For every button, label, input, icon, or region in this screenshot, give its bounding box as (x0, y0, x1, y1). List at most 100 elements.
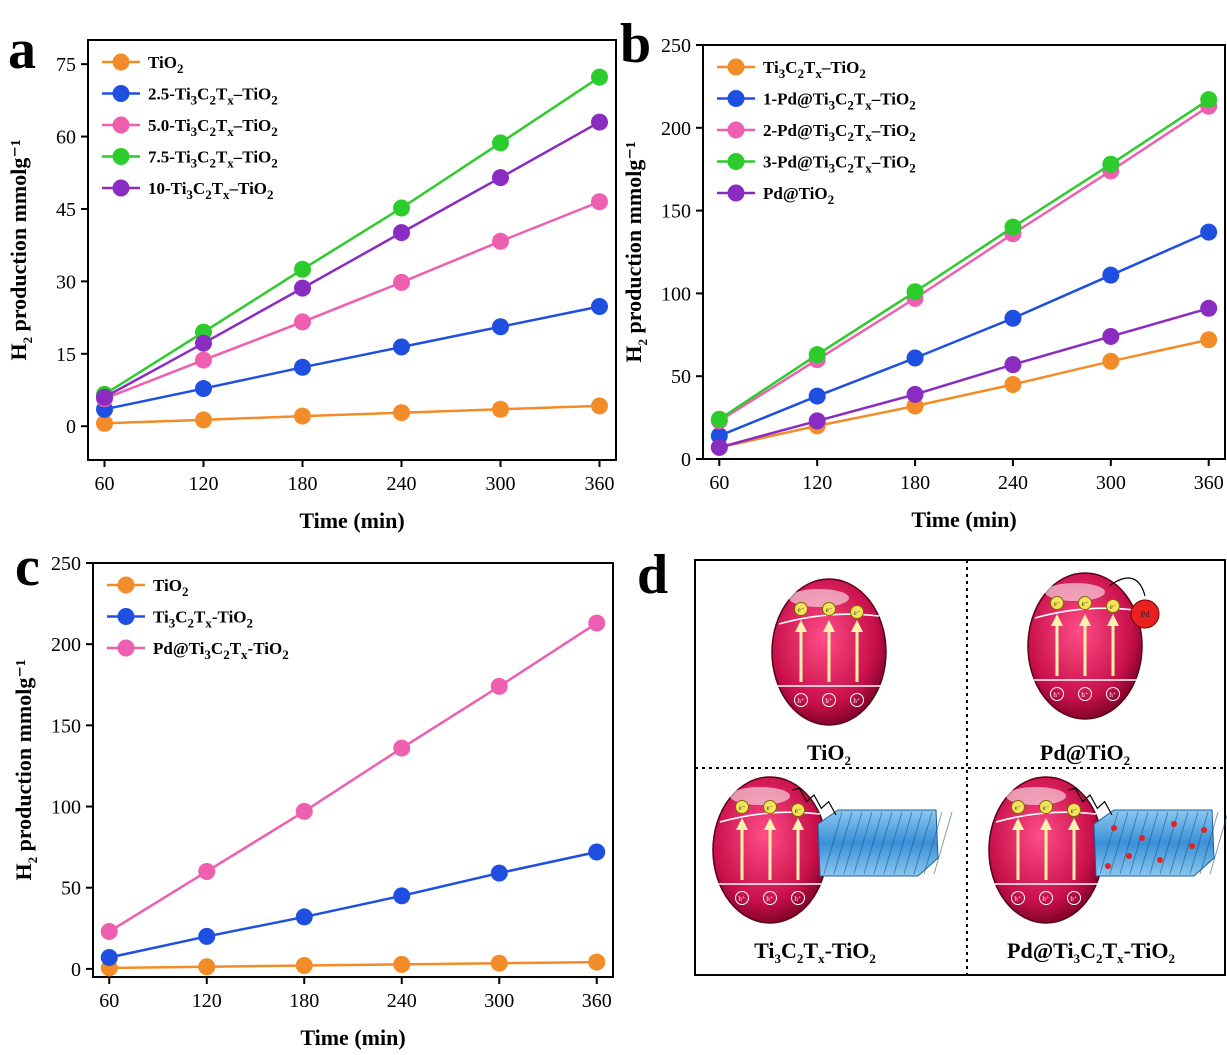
y-tick-label: 75 (56, 54, 76, 76)
data-point (195, 334, 212, 352)
legend-label: Ti3​C2​Tx​–TiO2​ (763, 58, 866, 81)
mxene-stripe (1209, 813, 1227, 875)
legend-swatch-marker (727, 184, 745, 202)
electron (794, 602, 808, 616)
data-point (294, 313, 311, 331)
pd-nanoparticle (1201, 827, 1207, 833)
data-point (294, 407, 311, 425)
legend-label: TiO2​ (153, 576, 188, 599)
data-point (808, 387, 826, 405)
electron (1050, 596, 1064, 610)
mxene-stripe (1199, 811, 1219, 875)
series-purple (96, 113, 608, 406)
y-tick-label: 0 (66, 416, 76, 438)
series-orange (100, 953, 606, 977)
mxene-stripe (933, 811, 953, 875)
legend-swatch-marker (117, 639, 135, 657)
legend-item: 10-Ti3​C2​Tx​–TiO2​ (102, 179, 274, 202)
y-tick-label: 0 (681, 449, 691, 471)
data-point (591, 297, 608, 315)
legend-label: 7.5-Ti3​C2​Tx​–TiO2​ (148, 148, 278, 171)
data-point (393, 887, 411, 905)
data-point (1200, 331, 1218, 349)
electron (763, 800, 777, 814)
electron-label: e⁻ (826, 606, 833, 614)
excitation-arrow-head (823, 620, 835, 632)
legend-item: 1-Pd@Ti3​C2​Tx​–TiO2​ (717, 90, 916, 113)
data-point (198, 958, 216, 976)
hole (850, 693, 864, 707)
x-tick-label: 300 (486, 473, 516, 495)
data-point (1004, 309, 1022, 327)
legend: TiO2​ Ti3​C2​Tx​-TiO2​ Pd@Ti3​C2​Tx​-TiO2​ (107, 576, 289, 662)
chart-b: b 60 120 180 240 300 360 0 50 100 150 200 250 Time (m… (620, 13, 1226, 532)
mxene-stripe (883, 811, 903, 875)
x-tick-label: 360 (582, 990, 612, 1012)
particle-highlight (1045, 583, 1105, 601)
electron-label: e⁻ (798, 606, 805, 614)
electron-label: e⁻ (1110, 603, 1117, 611)
hole (794, 693, 808, 707)
legend-item: 2-Pd@Ti3​C2​Tx​–TiO2​ (717, 121, 916, 144)
excitation-arrow-head (1051, 614, 1063, 626)
panel-label-a: a (8, 19, 36, 81)
mxene-stripe (833, 811, 853, 875)
data-point (393, 404, 410, 422)
electron-label: e⁻ (739, 804, 746, 812)
y-axis-label: H2 production mmolg⁻¹ (11, 659, 40, 880)
hole (1106, 687, 1120, 701)
series-line (108, 622, 598, 933)
data-point (295, 908, 313, 926)
mxene-stripe (863, 811, 883, 875)
data-point (294, 358, 311, 376)
x-axis-label: Time (min) (300, 1025, 405, 1050)
hole (1050, 687, 1064, 701)
caption-mxene: Ti3​C2​Tx​-TiO2​ (754, 938, 876, 966)
excitation-arrow-head (851, 620, 863, 632)
y-tick-label: 0 (71, 959, 81, 981)
legend-item: Pd@Ti3​C2​Tx​-TiO2​ (107, 639, 289, 662)
data-point (1200, 223, 1218, 241)
data-point (393, 338, 410, 356)
series-line (108, 850, 598, 959)
y-tick-label: 200 (51, 634, 81, 656)
excitation-arrow-head (1068, 818, 1080, 830)
electron (822, 602, 836, 616)
data-point (492, 400, 509, 418)
tio2-particle: e⁻ e⁻ e⁻ h⁺ h⁺ h⁺ (712, 776, 828, 924)
chart-a: a 60 120 180 240 300 360 0 15 30 45 60 75 Time (min) H… (6, 19, 617, 533)
hole (763, 891, 777, 905)
y-tick-label: 200 (661, 118, 691, 140)
legend-label: 1-Pd@Ti3​C2​Tx​–TiO2​ (763, 90, 916, 113)
panel-label-d: d (637, 544, 668, 606)
legend-item: Ti3​C2​Tx​–TiO2​ (717, 58, 866, 81)
excitation-arrow-head (1040, 818, 1052, 830)
x-tick-label: 180 (288, 473, 318, 495)
mxene-stripe (1179, 811, 1199, 875)
x-tick-label: 120 (192, 990, 222, 1012)
panel-label-c: c (15, 536, 40, 598)
data-point (710, 410, 728, 428)
series-pink (96, 193, 608, 408)
legend-item: 3-Pd@Ti3​C2​Tx​–TiO2​ (717, 153, 916, 176)
legend-swatch-marker (727, 58, 745, 76)
electron-label: e⁻ (1054, 600, 1061, 608)
legend-label: Ti3​C2​Tx​-TiO2​ (153, 608, 253, 631)
legend-swatch-marker (117, 576, 135, 594)
caption-pd: Pd@TiO2​ (1040, 740, 1130, 768)
legend-label: Pd@TiO2​ (763, 184, 834, 207)
x-axis-label: Time (min) (299, 508, 404, 533)
pd-nanoparticle (1139, 835, 1145, 841)
data-point (393, 224, 410, 242)
data-point (1102, 327, 1120, 345)
panel-label-b: b (620, 13, 651, 75)
data-point (295, 802, 313, 820)
series-orange (96, 397, 608, 432)
mxene-stripe (1169, 811, 1189, 875)
series-line (104, 404, 600, 425)
x-tick-label: 240 (387, 990, 417, 1012)
data-point (492, 232, 509, 250)
legend-label: Pd@Ti3​C2​Tx​-TiO2​ (153, 639, 289, 662)
x-tick-label: 360 (1194, 472, 1224, 494)
mxene-stripe (1119, 811, 1139, 875)
